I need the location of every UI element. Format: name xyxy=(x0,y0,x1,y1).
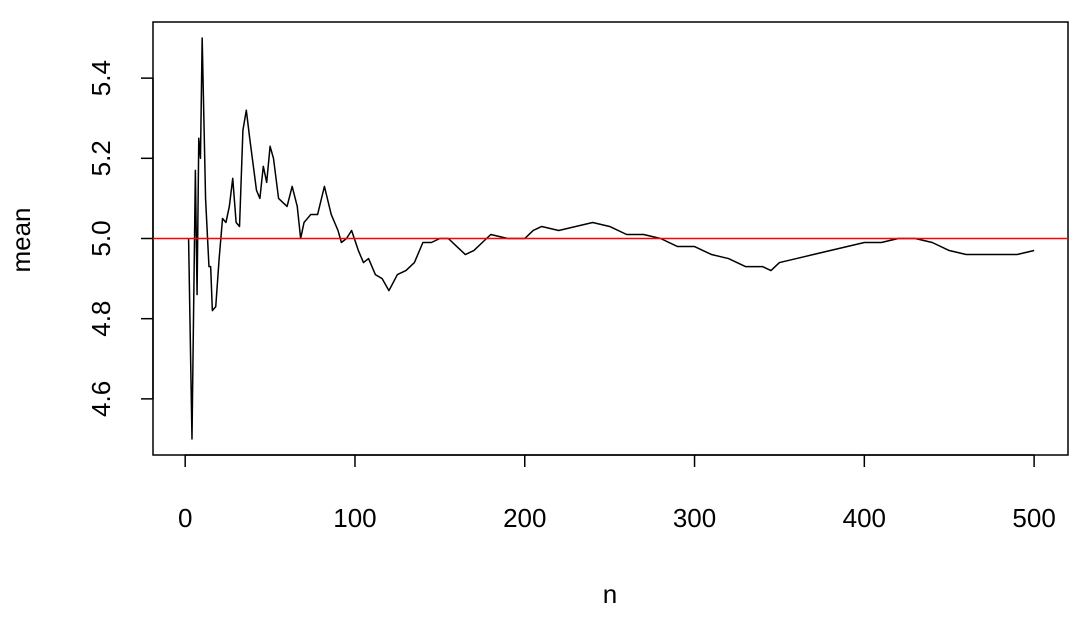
x-tick-label: 100 xyxy=(333,503,376,533)
x-axis-title: n xyxy=(603,579,617,609)
series-line xyxy=(187,37,1035,440)
x-tick-label: 400 xyxy=(843,503,886,533)
x-tick-label: 500 xyxy=(1012,503,1055,533)
x-tick-label: 300 xyxy=(673,503,716,533)
y-tick-label: 5.2 xyxy=(86,140,116,176)
y-tick-label: 5.0 xyxy=(86,220,116,256)
y-tick-label: 5.4 xyxy=(86,60,116,96)
y-tick-label: 4.6 xyxy=(86,381,116,417)
x-tick-label: 0 xyxy=(178,503,192,533)
y-tick-label: 4.8 xyxy=(86,301,116,337)
y-axis-title: mean xyxy=(6,207,36,272)
x-tick-label: 200 xyxy=(503,503,546,533)
